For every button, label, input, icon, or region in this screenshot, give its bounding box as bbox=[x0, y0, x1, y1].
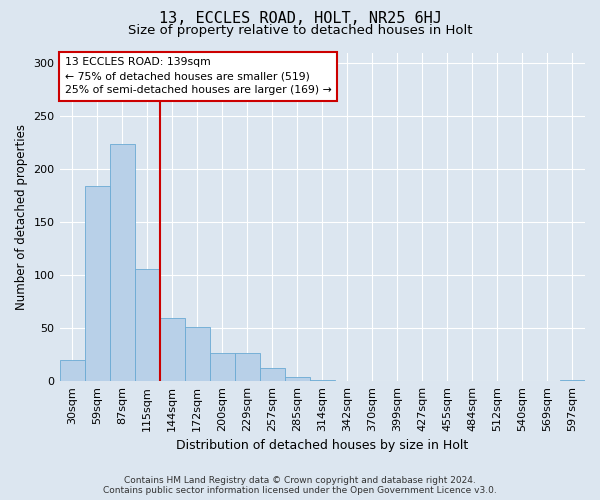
Bar bbox=[110, 144, 134, 381]
X-axis label: Distribution of detached houses by size in Holt: Distribution of detached houses by size … bbox=[176, 440, 469, 452]
Bar bbox=[85, 186, 110, 381]
Text: 13, ECCLES ROAD, HOLT, NR25 6HJ: 13, ECCLES ROAD, HOLT, NR25 6HJ bbox=[158, 11, 442, 26]
Text: 13 ECCLES ROAD: 139sqm
← 75% of detached houses are smaller (519)
25% of semi-de: 13 ECCLES ROAD: 139sqm ← 75% of detached… bbox=[65, 58, 332, 96]
Bar bbox=[160, 318, 185, 381]
Bar bbox=[285, 377, 310, 381]
Bar bbox=[310, 380, 335, 381]
Bar bbox=[134, 269, 160, 381]
Bar bbox=[560, 380, 585, 381]
Text: Contains HM Land Registry data © Crown copyright and database right 2024.
Contai: Contains HM Land Registry data © Crown c… bbox=[103, 476, 497, 495]
Bar bbox=[59, 360, 85, 381]
Text: Size of property relative to detached houses in Holt: Size of property relative to detached ho… bbox=[128, 24, 472, 37]
Y-axis label: Number of detached properties: Number of detached properties bbox=[15, 124, 28, 310]
Bar bbox=[235, 352, 260, 381]
Bar bbox=[209, 352, 235, 381]
Bar bbox=[185, 327, 209, 381]
Bar bbox=[260, 368, 285, 381]
